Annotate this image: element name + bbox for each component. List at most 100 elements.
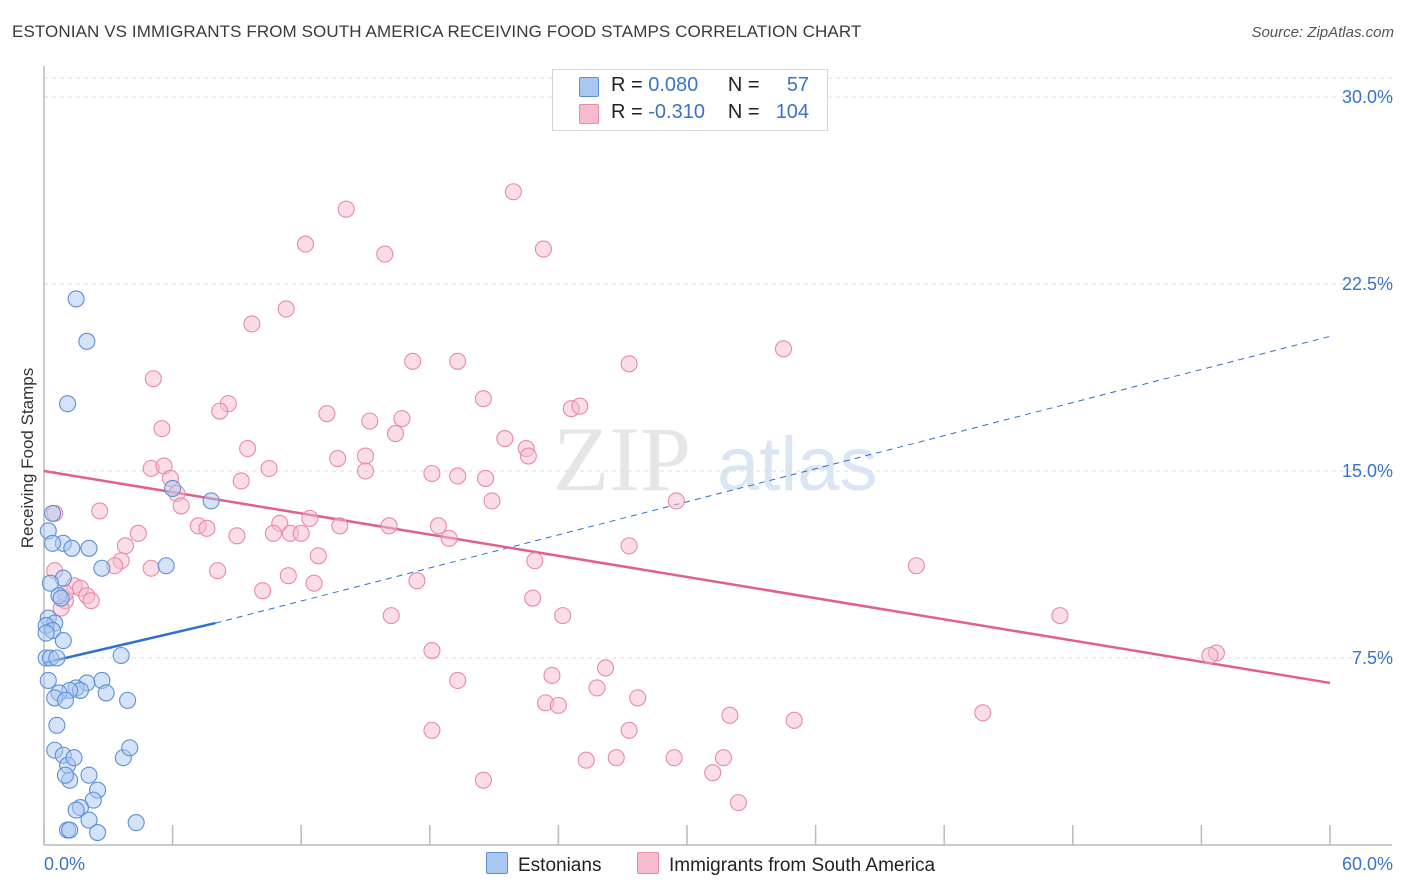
estonian-point <box>65 749 83 767</box>
bottom-legend-label: Immigrants from South America <box>669 855 936 876</box>
immigrant-point <box>549 696 567 714</box>
immigrant-point <box>243 315 261 333</box>
immigrant-point <box>577 751 595 769</box>
immigrant-point <box>496 430 514 448</box>
immigrant-point <box>449 671 467 689</box>
tick-labels: 7.5% 15.0% 22.5% 30.0% 0.0% 60.0% <box>44 87 1393 874</box>
estonian-point <box>48 649 66 667</box>
immigrant-point <box>386 425 405 443</box>
immigrant-point <box>571 397 589 415</box>
immigrant-point <box>620 721 638 739</box>
immigrant-point <box>129 524 147 542</box>
immigrant-point <box>554 607 572 625</box>
immigrant-point <box>665 749 683 767</box>
n-label: N = <box>727 101 760 123</box>
immigrant-point <box>356 447 375 465</box>
bottom-legend-swatch-pink <box>637 852 659 874</box>
immigrant-point <box>305 574 323 592</box>
r-value: 0.080 <box>648 74 699 96</box>
immigrant-point <box>239 440 257 458</box>
immigrant-point <box>361 412 379 430</box>
immigrant-point <box>337 200 355 218</box>
estonian-point <box>44 534 62 552</box>
immigrant-point <box>429 517 447 535</box>
immigrant-point <box>172 497 190 515</box>
immigrant-point <box>408 572 426 590</box>
estonian-point <box>80 539 98 557</box>
immigrant-point <box>318 405 336 423</box>
estonian-point <box>54 631 72 650</box>
immigrant-point <box>144 370 162 388</box>
estonian-point <box>63 539 81 557</box>
r-label: R = <box>611 101 643 123</box>
immigrant-point <box>607 749 625 767</box>
immigrant-point <box>620 537 638 555</box>
estonian-point <box>112 646 130 665</box>
estonian-point <box>121 739 139 757</box>
watermark: ZIP atlas <box>553 408 878 510</box>
legend-text: R = -0.310 N = 104 <box>611 101 809 124</box>
correlation-legend: R = 0.080 N = 57 R = -0.310 N = 104 <box>552 69 828 131</box>
estonian-point <box>41 574 59 592</box>
immigrant-point <box>1051 607 1069 625</box>
immigrant-point <box>142 559 160 577</box>
n-value: 57 <box>786 74 810 96</box>
immigrant-point <box>423 641 441 660</box>
immigrant-point <box>597 659 615 677</box>
immigrant-point <box>82 592 100 610</box>
immigrant-point <box>329 449 347 468</box>
estonian-point <box>39 671 57 689</box>
estonian-point <box>80 811 98 829</box>
immigrant-point <box>376 245 394 263</box>
x-tick-label-min: 0.0% <box>44 854 85 874</box>
immigrant-point <box>211 402 229 420</box>
y-tick-label: 30.0% <box>1342 87 1393 107</box>
estonian-point <box>84 791 102 809</box>
immigrant-point <box>404 352 422 370</box>
estonian-point <box>52 589 70 607</box>
immigrant-point <box>729 794 747 812</box>
bottom-legend-immigrants: Immigrants from South America <box>637 852 935 877</box>
r-value: -0.310 <box>648 101 705 123</box>
legend-text: R = 0.080 N = 57 <box>611 74 809 97</box>
estonian-point <box>157 557 175 575</box>
legend-swatch-blue <box>579 77 599 97</box>
immigrant-point <box>774 340 793 358</box>
immigrant-point <box>524 589 542 607</box>
immigrant-point <box>356 462 375 480</box>
immigrant-point <box>296 235 315 253</box>
estonian-point <box>56 691 74 709</box>
immigrant-point <box>292 524 310 542</box>
immigrant-point <box>629 689 647 707</box>
immigrant-point <box>423 464 441 483</box>
immigrant-point <box>198 519 216 537</box>
y-tick-label: 22.5% <box>1342 274 1393 294</box>
immigrant-point <box>423 721 441 739</box>
estonian-point <box>97 684 115 702</box>
watermark-zip: ZIP <box>553 408 691 510</box>
immigrant-point <box>519 447 537 465</box>
immigrant-point <box>277 300 295 318</box>
immigrant-point <box>380 517 398 535</box>
immigrant-point <box>974 704 992 722</box>
immigrant-point <box>543 666 561 685</box>
immigrant-point <box>382 607 400 625</box>
y-tick-label: 15.0% <box>1342 461 1393 481</box>
y-tick-label: 7.5% <box>1352 648 1393 668</box>
immigrant-point <box>588 679 606 697</box>
immigrant-point <box>474 771 492 789</box>
immigrant-point <box>504 183 522 201</box>
immigrant-point <box>620 355 638 373</box>
grid-lines <box>44 77 1392 659</box>
axes <box>43 66 1392 846</box>
estonian-trend-extension <box>215 335 1331 624</box>
immigrant-point <box>785 711 803 729</box>
bottom-legend-swatch-blue <box>486 852 508 874</box>
source-label: Source: ZipAtlas.com <box>1251 24 1394 41</box>
n-value: 104 <box>775 101 810 123</box>
r-label: R = <box>611 74 643 96</box>
estonian-point <box>78 332 96 350</box>
immigrant-point <box>254 582 272 600</box>
immigrant-point <box>483 492 501 510</box>
immigrant-point <box>721 706 739 724</box>
